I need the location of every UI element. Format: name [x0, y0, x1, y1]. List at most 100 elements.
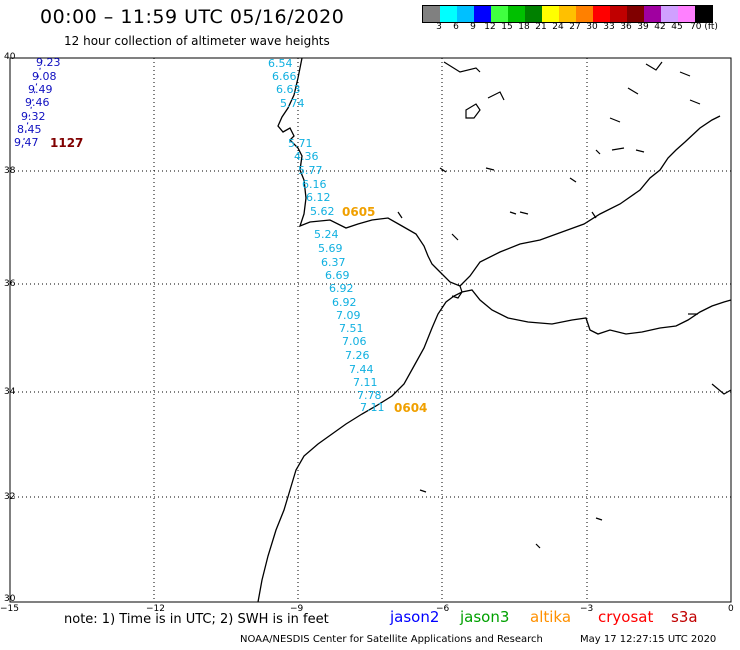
legend-label: 27: [569, 22, 581, 32]
island-8: [689, 99, 701, 105]
pass-id-label: 0605: [342, 205, 376, 219]
legend-swatch: [559, 6, 576, 22]
legend-label: 42: [654, 22, 666, 32]
island-15: [439, 167, 447, 173]
wave-height-label: 6.69: [325, 269, 350, 282]
lat-tick-label: 36: [4, 279, 16, 289]
legend-swatch: [423, 6, 440, 22]
satellite-label-altika: altika: [530, 608, 572, 626]
legend-swatch: [474, 6, 491, 22]
map-frame: [9, 57, 732, 603]
footer-note: note: 1) Time is in UTC; 2) SWH is in fe…: [64, 612, 329, 627]
wave-height-label: 6.37: [321, 256, 346, 269]
lat-tick-label: 40: [4, 52, 16, 62]
island-22: [595, 517, 603, 521]
page-title: 00:00 – 11:59 UTC 05/16/2020: [40, 6, 345, 28]
graticule: [10, 58, 731, 602]
generated-timestamp: May 17 12:27:15 UTC 2020: [580, 634, 717, 645]
legend-swatch: [627, 6, 644, 22]
lat-tick-label: 32: [4, 492, 16, 502]
island-21: [419, 489, 427, 493]
legend-swatch: [661, 6, 678, 22]
wave-height-label: 6.92: [329, 282, 354, 295]
island-4: [609, 117, 621, 123]
satellite-label-s3a: s3a: [671, 608, 698, 626]
legend-swatch: [610, 6, 627, 22]
wave-height-label: 5.74: [280, 97, 305, 110]
island-23: [535, 543, 541, 549]
island-1: [443, 61, 481, 73]
legend-swatch: [678, 6, 695, 22]
satellite-label-jason2: jason2: [390, 608, 440, 626]
wave-height-label: 5.77: [298, 164, 323, 177]
wave-height-label: 7.26: [345, 349, 370, 362]
wave-height-label: 5.62: [310, 205, 335, 218]
island-20: [711, 383, 732, 395]
legend-label: 24: [552, 22, 564, 32]
legend-label: 33: [603, 22, 615, 32]
credit-line: NOAA/NESDIS Center for Satellite Applica…: [240, 634, 543, 645]
legend-swatch: [525, 6, 542, 22]
wave-height-label: 9.08: [32, 70, 57, 83]
color-legend: [422, 5, 713, 23]
wave-height-label: 7.09: [336, 309, 361, 322]
lon-tick-label: 0: [728, 604, 734, 614]
islands: [397, 61, 732, 549]
wave-height-label: 6.92: [332, 296, 357, 309]
wave-height-label: 4.36: [294, 150, 319, 163]
pass-id-label: 0604: [394, 401, 428, 415]
wave-height-label: 7.44: [349, 363, 374, 376]
wave-height-label: 9.32: [21, 110, 46, 123]
legend-label: 15: [501, 22, 513, 32]
wave-height-label: 9.23: [36, 56, 61, 69]
wave-height-label: 6.12: [306, 191, 331, 204]
legend-label: 18: [518, 22, 530, 32]
wave-height-label: 6.63: [276, 83, 301, 96]
lat-tick-label: 30: [4, 594, 16, 604]
legend-swatch: [644, 6, 661, 22]
island-9: [611, 147, 625, 151]
lon-tick-label: −9: [290, 604, 304, 614]
wave-height-label: 7.11: [360, 401, 385, 414]
legend-swatch: [695, 6, 712, 22]
island-3: [487, 91, 505, 101]
legend-label: 30: [586, 22, 598, 32]
page-subtitle: 12 hour collection of altimeter wave hei…: [64, 34, 330, 48]
island-13: [591, 211, 597, 219]
island-17: [569, 177, 577, 183]
wave-height-label: 5.71: [288, 137, 313, 150]
lon-tick-label: −3: [580, 604, 594, 614]
wave-height-label: 8.45: [17, 123, 42, 136]
island-10: [635, 149, 645, 153]
wave-height-label: 6.54: [268, 57, 293, 70]
legend-swatch: [576, 6, 593, 22]
island-2: [465, 103, 481, 119]
coastline-north-africa: [257, 289, 732, 603]
legend-label: 45: [671, 22, 683, 32]
island-5: [627, 87, 639, 95]
legend-label: 3: [436, 22, 442, 32]
wave-height-label: 6.66: [272, 70, 297, 83]
legend-label: 21: [535, 22, 547, 32]
coastline-iberia: [277, 57, 721, 287]
wave-height-label: 9.46: [25, 96, 50, 109]
wave-height-label: 9.49: [28, 83, 53, 96]
wave-height-label: 7.51: [339, 322, 364, 335]
island-6: [645, 61, 663, 71]
legend-swatch: [593, 6, 610, 22]
legend-label: 39: [637, 22, 649, 32]
island-14: [397, 211, 403, 219]
island-18: [595, 149, 601, 155]
legend-swatch: [440, 6, 457, 22]
wave-height-label: 9.47: [14, 136, 39, 149]
island-7: [679, 71, 691, 77]
lon-tick-label: −15: [0, 604, 19, 614]
satellite-label-cryosat: cryosat: [598, 608, 654, 626]
lon-tick-label: −6: [436, 604, 450, 614]
legend-label: 12: [484, 22, 496, 32]
legend-label: 36: [620, 22, 632, 32]
island-11: [509, 211, 517, 215]
legend-label: 6: [453, 22, 459, 32]
legend-swatch: [508, 6, 525, 22]
